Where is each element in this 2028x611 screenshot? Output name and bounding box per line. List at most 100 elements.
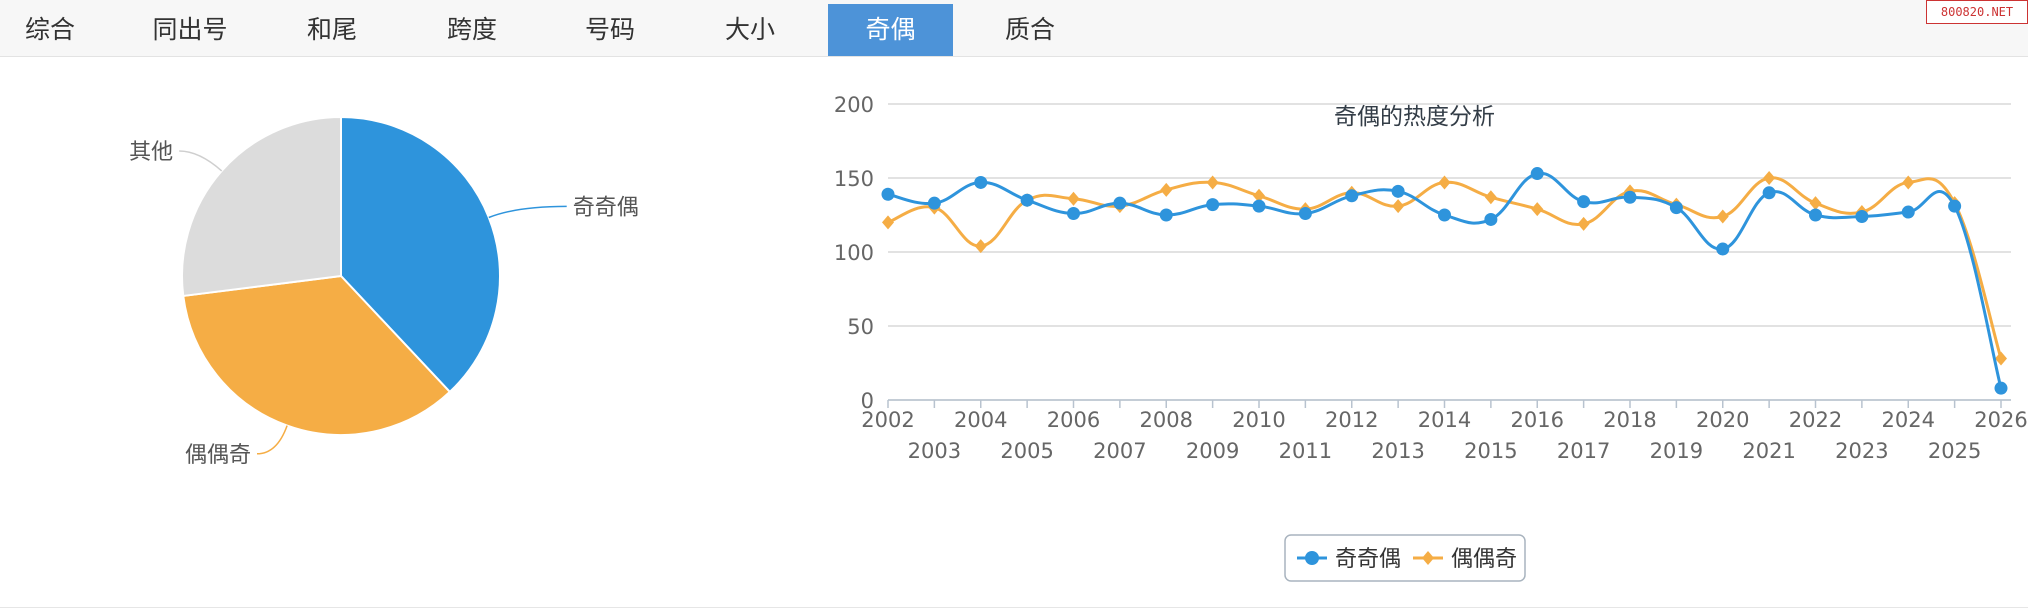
x-tick-label: 2013	[1371, 439, 1424, 463]
data-point[interactable]	[1577, 195, 1591, 209]
data-point[interactable]	[881, 187, 895, 201]
tab-zonghe[interactable]: 综合	[24, 15, 75, 44]
x-tick-label: 2019	[1650, 439, 1703, 463]
legend-item-label[interactable]: 偶偶奇	[1451, 547, 1517, 572]
pie-slice-label: 奇奇偶	[573, 195, 639, 220]
data-point[interactable]	[1995, 351, 2007, 366]
data-point[interactable]	[1716, 242, 1730, 256]
data-point[interactable]	[1809, 208, 1822, 222]
tab-hewei[interactable]: 和尾	[306, 15, 357, 44]
data-point[interactable]	[1345, 189, 1359, 203]
x-tick-label: 2025	[1928, 439, 1981, 463]
data-point[interactable]	[1206, 198, 1220, 212]
chart-title: 奇偶的热度分析	[1334, 104, 1495, 130]
data-point[interactable]	[1994, 381, 2008, 395]
data-point[interactable]	[1623, 190, 1637, 204]
pie-slice-label: 偶偶奇	[185, 443, 251, 468]
data-point[interactable]	[1762, 186, 1776, 200]
data-point[interactable]	[1020, 193, 1034, 207]
tab-tongchuhao[interactable]: 同出号	[152, 15, 228, 44]
data-point[interactable]	[1902, 175, 1915, 190]
x-tick-label: 2015	[1464, 439, 1517, 463]
tab-kuadu[interactable]: 跨度	[446, 15, 497, 44]
x-tick-label: 2026	[1974, 408, 2027, 432]
y-tick-label: 0	[861, 389, 874, 413]
pie-connector	[256, 425, 288, 455]
series-line	[887, 176, 2003, 360]
tab-daxiao[interactable]: 大小	[724, 15, 775, 44]
legend-marker	[1305, 551, 1319, 565]
y-tick-label: 150	[834, 167, 874, 191]
series-line	[887, 171, 2003, 389]
data-point[interactable]	[1809, 196, 1822, 211]
data-point[interactable]	[974, 239, 987, 254]
data-point[interactable]	[1716, 209, 1729, 224]
data-point[interactable]	[1392, 199, 1405, 214]
tab-zhihe[interactable]: 质合	[1004, 15, 1055, 44]
tab-haoma[interactable]: 号码	[584, 15, 635, 44]
data-point[interactable]	[1160, 182, 1173, 197]
data-point[interactable]	[1531, 202, 1544, 217]
x-tick-label: 2003	[908, 439, 961, 463]
x-tick-label: 2016	[1511, 408, 1564, 432]
pie-slice-label: 其他	[129, 140, 173, 165]
x-tick-label: 2010	[1232, 408, 1285, 432]
x-tick-label: 2005	[1000, 439, 1053, 463]
legend-item-label[interactable]: 奇奇偶	[1335, 547, 1401, 572]
pie-slice[interactable]	[340, 115, 501, 394]
legend-marker	[1422, 551, 1434, 565]
pie-connector	[179, 150, 223, 172]
x-tick-label: 2012	[1325, 408, 1378, 432]
data-point[interactable]	[1438, 208, 1451, 222]
data-point[interactable]	[1253, 188, 1265, 203]
y-tick-label: 50	[847, 315, 874, 339]
data-point[interactable]	[1067, 191, 1080, 206]
x-tick-label: 2021	[1742, 439, 1795, 463]
x-tick-label: 2018	[1603, 408, 1656, 432]
x-tick-label: 2024	[1882, 408, 1935, 432]
x-tick-label: 2007	[1093, 439, 1146, 463]
data-point[interactable]	[1948, 199, 1962, 213]
bottom-divider	[0, 607, 2028, 608]
x-tick-label: 2011	[1279, 439, 1332, 463]
data-point[interactable]	[1763, 171, 1776, 185]
data-point[interactable]	[927, 196, 941, 210]
y-tick-label: 100	[834, 241, 874, 265]
y-tick-label: 200	[834, 93, 874, 117]
data-point[interactable]	[1113, 196, 1127, 210]
data-point[interactable]	[1298, 207, 1312, 221]
x-tick-label: 2008	[1140, 408, 1193, 432]
x-tick-label: 2004	[954, 408, 1007, 432]
x-tick-label: 2017	[1557, 439, 1610, 463]
x-tick-label: 2022	[1789, 408, 1842, 432]
data-point[interactable]	[1530, 167, 1544, 181]
x-tick-label: 2002	[861, 408, 914, 432]
data-point[interactable]	[1577, 216, 1590, 231]
data-point[interactable]	[1438, 175, 1451, 190]
x-tick-label: 2006	[1047, 408, 1100, 432]
pie-slice[interactable]	[180, 115, 342, 298]
pie-connector	[488, 205, 567, 219]
data-point[interactable]	[1484, 212, 1498, 226]
data-point[interactable]	[1901, 205, 1915, 219]
data-point[interactable]	[1669, 201, 1683, 215]
legend-box	[1284, 534, 1526, 582]
data-point[interactable]	[1206, 175, 1219, 190]
data-point[interactable]	[1252, 199, 1266, 213]
data-point[interactable]	[1159, 208, 1173, 222]
data-point[interactable]	[1484, 190, 1497, 205]
line-chart: 奇偶的热度分析 0 50 100 150 200 2002 2003 2004 2005 2006 2…	[834, 93, 2028, 582]
data-point[interactable]	[1391, 184, 1405, 198]
data-point[interactable]	[1855, 209, 1869, 223]
x-tick-label: 2023	[1835, 439, 1888, 463]
tab-bar: 综合 同出号 和尾 跨度 号码 大小 奇偶 质合	[0, 0, 2028, 57]
x-tick-label: 2009	[1186, 439, 1239, 463]
watermark-logo: 800820.NET	[1926, 0, 2028, 24]
pie-slice[interactable]	[182, 274, 452, 436]
data-point[interactable]	[974, 175, 988, 189]
data-point[interactable]	[882, 215, 894, 230]
tab-jiou[interactable]: 奇偶	[828, 4, 953, 56]
data-point[interactable]	[1067, 207, 1080, 221]
x-tick-label: 2020	[1696, 408, 1749, 432]
